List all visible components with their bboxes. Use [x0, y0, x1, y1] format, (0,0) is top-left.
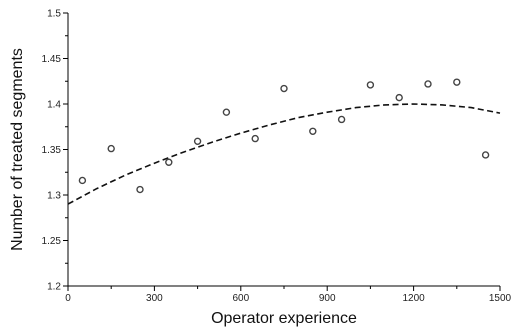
x-tick-label: 600 — [232, 293, 249, 304]
x-axis-label: Operator experience — [211, 310, 357, 327]
axes: 1.2 1.25 1.3 1.35 1.4 1.45 1.5 0 300 600 900 1200 15… — [42, 9, 512, 305]
y-axis-label: Number of treated segments — [9, 48, 26, 251]
y-tick-label: 1.5 — [47, 9, 61, 20]
data-point — [395, 93, 403, 102]
data-point — [251, 134, 259, 143]
y-tick-label: 1.35 — [42, 145, 62, 156]
data-point — [309, 127, 317, 136]
x-tick-label: 1200 — [402, 293, 425, 304]
data-point — [366, 81, 375, 89]
x-tick-label: 900 — [319, 293, 336, 304]
data-point — [193, 137, 202, 146]
data-point — [107, 144, 115, 153]
y-tick-label: 1.4 — [47, 100, 61, 111]
x-tick-label: 0 — [65, 293, 71, 304]
data-point — [165, 158, 173, 166]
data-point — [481, 151, 490, 159]
data-point — [222, 108, 231, 116]
y-tick-label: 1.45 — [42, 54, 62, 65]
data-point — [337, 115, 346, 124]
data-point — [453, 78, 461, 86]
data-point — [136, 185, 144, 194]
y-tick-label: 1.3 — [47, 191, 61, 202]
data-point — [424, 80, 432, 88]
y-tick-label: 1.25 — [42, 236, 62, 247]
data-point — [280, 84, 288, 93]
y-tick-label: 1.2 — [47, 282, 61, 293]
data-point — [78, 176, 87, 185]
x-tick-label: 300 — [146, 293, 163, 304]
plot-marks — [67, 78, 501, 205]
fit-curve — [67, 103, 501, 205]
x-tick-label: 1500 — [489, 293, 512, 304]
